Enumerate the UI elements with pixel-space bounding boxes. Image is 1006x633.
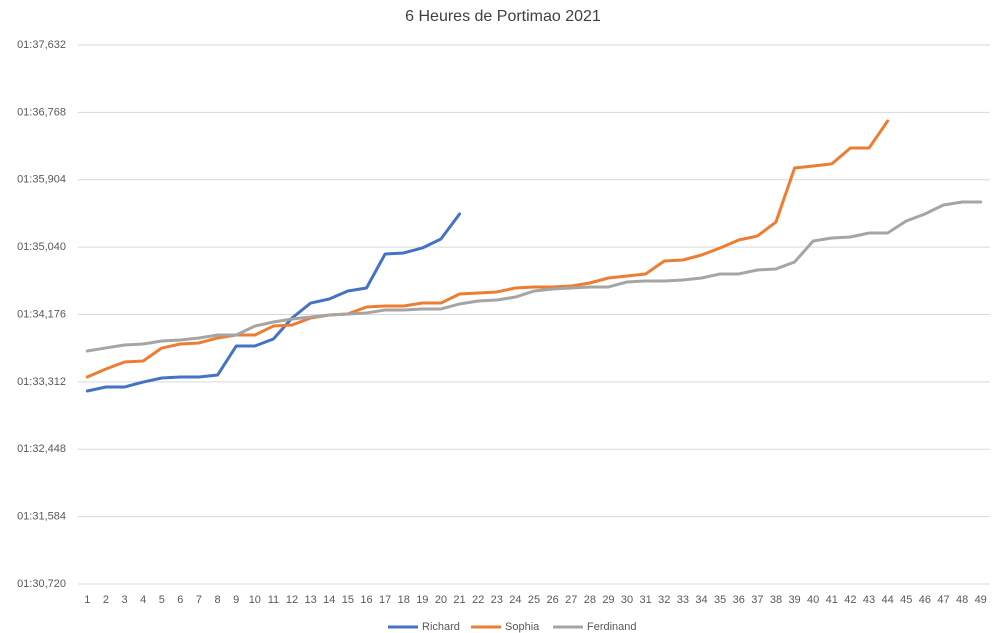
x-tick-label: 14: [323, 594, 335, 606]
y-tick-label: 01:34,176: [17, 308, 66, 320]
x-tick-label: 44: [882, 594, 894, 606]
x-tick-label: 17: [379, 594, 391, 606]
x-tick-label: 33: [677, 594, 689, 606]
y-tick-label: 01:31,584: [17, 511, 66, 523]
series-line: [85, 212, 462, 393]
x-tick-label: 36: [733, 594, 745, 606]
y-tick-label: 01:35,040: [17, 241, 66, 253]
x-tick-label: 42: [844, 594, 856, 606]
x-tick-label: 30: [621, 594, 633, 606]
y-tick-label: 01:37,632: [17, 39, 66, 51]
y-tick-label: 01:30,720: [17, 578, 66, 590]
x-tick-label: 38: [770, 594, 782, 606]
x-tick-label: 23: [491, 594, 503, 606]
x-tick-label: 41: [826, 594, 838, 606]
y-tick-label: 01:36,768: [17, 106, 66, 118]
y-tick-label: 01:35,904: [17, 174, 66, 186]
y-tick-label: 01:32,448: [17, 443, 66, 455]
x-tick-label: 27: [565, 594, 577, 606]
x-tick-label: 4: [140, 594, 146, 606]
x-tick-label: 10: [249, 594, 261, 606]
x-tick-label: 49: [975, 594, 987, 606]
x-tick-label: 9: [233, 594, 239, 606]
x-tick-label: 40: [807, 594, 819, 606]
x-tick-label: 5: [159, 594, 165, 606]
x-tick-label: 29: [602, 594, 614, 606]
x-tick-label: 37: [751, 594, 763, 606]
x-tick-label: 39: [788, 594, 800, 606]
x-tick-label: 18: [398, 594, 410, 606]
x-tick-label: 45: [900, 594, 912, 606]
x-tick-label: 25: [528, 594, 540, 606]
x-tick-label: 34: [695, 594, 707, 606]
x-tick-label: 15: [342, 594, 354, 606]
series-line: [85, 200, 983, 353]
x-tick-label: 11: [268, 594, 279, 606]
x-tick-label: 13: [305, 594, 317, 606]
x-tick-label: 28: [584, 594, 596, 606]
x-tick-label: 20: [435, 594, 447, 606]
x-tick-label: 47: [937, 594, 949, 606]
x-tick-label: 26: [546, 594, 558, 606]
x-tick-label: 22: [472, 594, 484, 606]
x-tick-label: 43: [863, 594, 875, 606]
x-tick-label: 35: [714, 594, 726, 606]
legend-label: Sophia: [505, 621, 540, 633]
x-tick-label: 12: [286, 594, 298, 606]
x-tick-label: 19: [416, 594, 428, 606]
x-tick-label: 1: [84, 594, 90, 606]
legend-label: Richard: [422, 621, 460, 633]
x-tick-label: 31: [640, 594, 652, 606]
x-tick-label: 8: [215, 594, 221, 606]
x-tick-label: 48: [956, 594, 968, 606]
x-tick-label: 32: [658, 594, 670, 606]
x-tick-label: 3: [121, 594, 127, 606]
x-tick-label: 2: [103, 594, 109, 606]
x-tick-label: 21: [453, 594, 465, 606]
x-tick-label: 16: [360, 594, 372, 606]
x-tick-label: 24: [509, 594, 521, 606]
y-tick-label: 01:33,312: [17, 376, 66, 388]
chart-title: 6 Heures de Portimao 2021: [405, 8, 601, 25]
x-tick-label: 7: [196, 594, 202, 606]
x-tick-label: 46: [919, 594, 931, 606]
x-tick-label: 6: [177, 594, 183, 606]
series-line: [85, 119, 890, 379]
legend-label: Ferdinand: [587, 621, 637, 633]
